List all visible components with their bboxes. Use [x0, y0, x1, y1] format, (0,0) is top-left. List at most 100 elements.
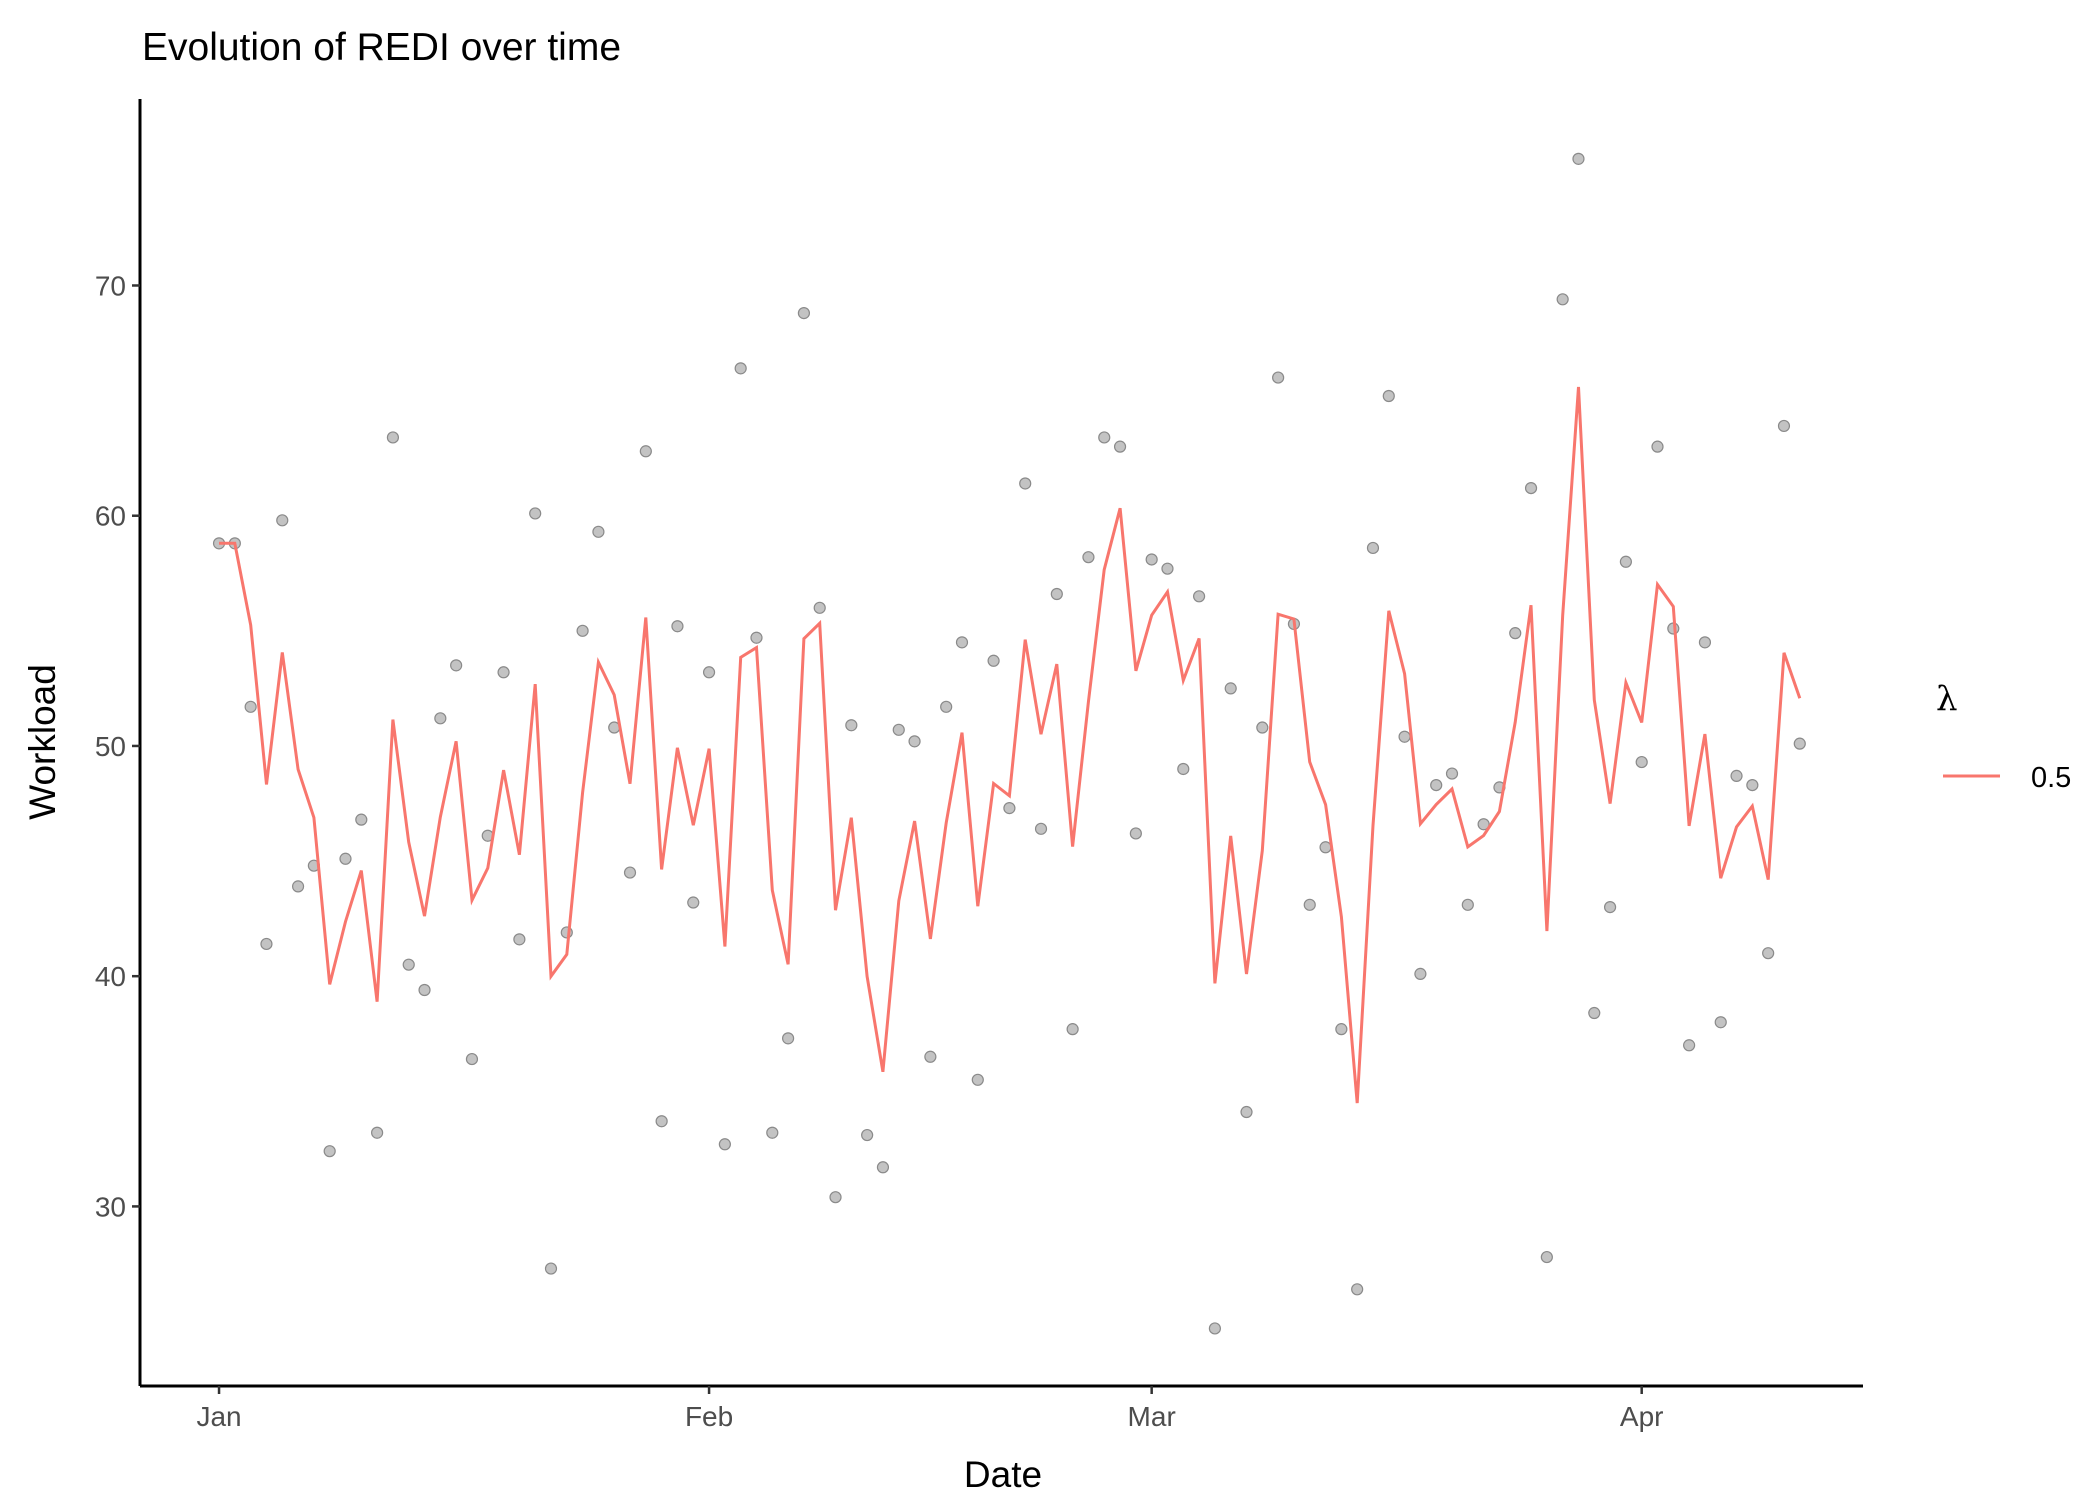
data-point	[465, 1052, 479, 1066]
data-point	[702, 666, 716, 679]
data-point	[434, 712, 447, 725]
data-point	[291, 880, 305, 893]
x-tick-label: Apr	[1620, 1401, 1664, 1432]
data-point	[1192, 590, 1206, 603]
data-point	[1651, 440, 1664, 453]
data-point	[1556, 293, 1569, 306]
data-point	[671, 620, 684, 633]
legend-label: 0.5	[2031, 762, 2071, 794]
data-point	[1272, 371, 1285, 384]
data-point	[1098, 431, 1111, 444]
data-point	[797, 307, 811, 320]
data-point	[1540, 1250, 1553, 1264]
scatter-points	[212, 152, 1806, 1335]
data-point	[718, 1138, 731, 1151]
data-point	[845, 719, 858, 732]
data-point	[513, 933, 526, 946]
data-point	[1034, 822, 1048, 835]
data-point	[1619, 555, 1632, 568]
data-point	[955, 636, 969, 649]
data-point	[1224, 682, 1237, 695]
x-tick-label: Jan	[196, 1401, 241, 1432]
data-point	[1588, 1006, 1601, 1020]
data-point	[339, 852, 352, 865]
data-point	[1003, 802, 1016, 815]
y-tick-label: 30	[95, 1191, 126, 1222]
data-point	[355, 813, 368, 826]
data-point	[1683, 1039, 1696, 1052]
data-point	[655, 1115, 668, 1128]
data-point	[813, 601, 826, 614]
data-point	[1319, 841, 1332, 854]
data-point	[576, 624, 589, 637]
data-point	[1698, 636, 1712, 649]
data-point	[892, 723, 905, 736]
data-point	[1256, 721, 1269, 734]
data-point	[1145, 553, 1158, 566]
data-point	[1461, 898, 1474, 911]
data-point	[861, 1128, 874, 1142]
data-point	[1382, 389, 1395, 403]
data-point	[1746, 778, 1759, 792]
data-point	[1208, 1322, 1221, 1335]
data-point	[750, 631, 763, 644]
x-tick-label: Feb	[685, 1401, 733, 1432]
data-point	[592, 525, 605, 538]
data-point	[623, 866, 637, 879]
data-point	[1161, 562, 1174, 575]
data-point	[987, 654, 1000, 667]
data-point	[529, 507, 542, 520]
data-point	[1509, 627, 1522, 640]
data-point	[544, 1262, 558, 1275]
data-point	[940, 700, 953, 713]
data-point	[418, 983, 431, 997]
data-point	[1730, 769, 1743, 782]
data-point	[450, 659, 463, 672]
data-point	[1303, 898, 1316, 911]
data-point	[1019, 477, 1032, 490]
data-point	[1793, 737, 1806, 750]
data-point	[734, 362, 747, 375]
data-point	[1414, 967, 1427, 980]
data-point	[766, 1126, 779, 1139]
data-point	[1714, 1016, 1727, 1029]
y-tick-label: 40	[95, 961, 126, 992]
data-point	[1129, 827, 1142, 840]
data-point	[1524, 481, 1538, 495]
data-point	[260, 937, 273, 951]
data-point	[908, 735, 921, 748]
y-ticks: 30 40 50 60 70	[95, 270, 140, 1222]
legend: λ 0.5	[1936, 679, 2071, 794]
x-axis-title: Date	[964, 1454, 1042, 1495]
data-point	[829, 1191, 842, 1204]
data-point	[1050, 587, 1063, 601]
x-tick-label: Mar	[1128, 1401, 1176, 1432]
data-point	[1240, 1105, 1253, 1119]
y-tick-label: 60	[95, 501, 126, 532]
data-point	[1082, 551, 1095, 564]
data-point	[687, 896, 700, 909]
data-point	[1430, 778, 1443, 792]
data-point	[1445, 767, 1459, 780]
data-point	[1366, 541, 1380, 555]
data-point	[1762, 947, 1775, 960]
chart-title: Evolution of REDI over time	[142, 26, 621, 69]
data-point	[1477, 818, 1490, 831]
y-tick-label: 50	[95, 731, 126, 762]
data-point	[244, 700, 257, 713]
legend-title: λ	[1936, 679, 1958, 719]
data-point	[971, 1073, 984, 1086]
data-point	[1351, 1283, 1364, 1296]
data-point	[1113, 440, 1127, 453]
x-ticks: Jan Feb Mar Apr	[196, 1386, 1663, 1432]
data-point	[639, 445, 652, 458]
data-point	[402, 958, 415, 971]
data-point	[386, 431, 400, 444]
data-point	[1398, 730, 1411, 743]
data-point	[1777, 419, 1791, 433]
data-point	[1603, 901, 1617, 914]
y-axis-title: Workload	[22, 664, 63, 820]
data-point	[323, 1145, 336, 1158]
ewma-line	[219, 386, 1802, 1104]
